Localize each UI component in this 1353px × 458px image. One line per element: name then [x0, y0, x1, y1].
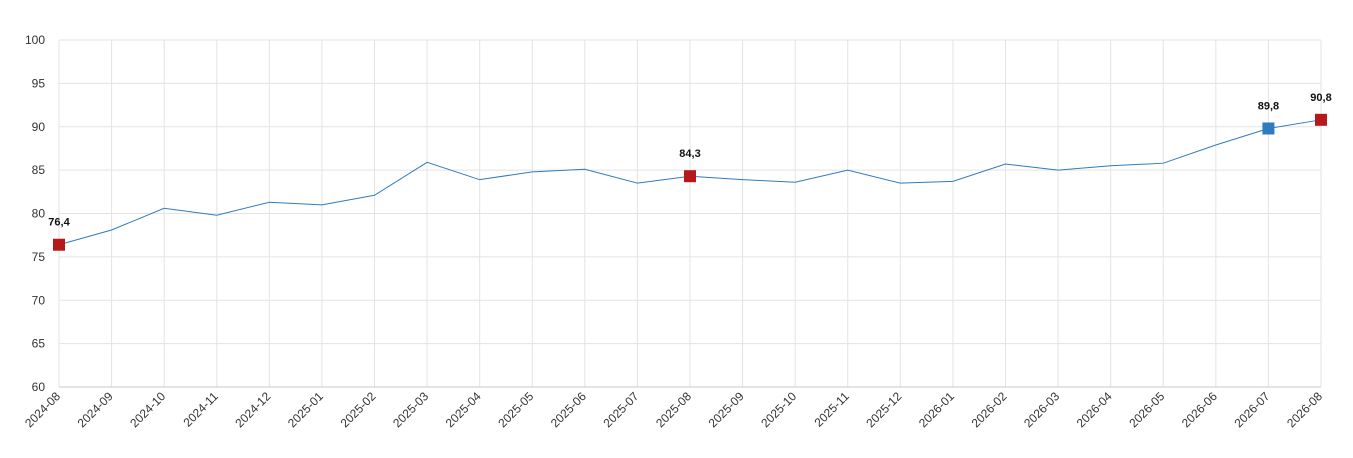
y-tick-label: 85 — [32, 163, 46, 177]
x-tick-label: 2026-06 — [1179, 389, 1220, 430]
highlight-marker — [1315, 113, 1327, 126]
x-tick-label: 2025-04 — [443, 389, 484, 430]
x-tick-label: 2026-08 — [1284, 389, 1325, 430]
data-label: 84,3 — [679, 148, 700, 160]
y-tick-label: 80 — [32, 207, 46, 221]
x-tick-label: 2025-10 — [758, 389, 799, 430]
data-label: 90,8 — [1310, 92, 1331, 104]
x-tick-label: 2025-06 — [548, 389, 589, 430]
x-tick-label: 2026-07 — [1231, 389, 1272, 430]
y-tick-label: 90 — [32, 120, 46, 134]
data-label: 89,8 — [1258, 100, 1279, 112]
y-tick-label: 60 — [32, 380, 46, 394]
x-tick-label: 2025-02 — [338, 389, 379, 430]
x-tick-label: 2025-09 — [706, 389, 747, 430]
x-tick-label: 2024-09 — [75, 389, 116, 430]
y-tick-label: 65 — [32, 337, 46, 351]
x-tick-label: 2026-04 — [1074, 389, 1115, 430]
x-tick-label: 2025-05 — [495, 389, 536, 430]
x-tick-labels: 2024-08 2024-09 2024-10 2024-11 2024-12 2025-… — [22, 389, 1325, 430]
y-tick-labels: 60 65 70 75 80 85 90 95 100 — [25, 33, 45, 394]
x-tick-label: 2025-07 — [600, 389, 641, 430]
x-tick-label: 2024-12 — [232, 389, 273, 430]
x-tick-label: 2025-08 — [653, 389, 694, 430]
y-tick-label: 95 — [32, 76, 46, 90]
x-tick-label: 2026-02 — [969, 389, 1010, 430]
x-tick-label: 2025-01 — [285, 389, 326, 430]
y-tick-label: 75 — [32, 250, 46, 264]
x-tick-label: 2025-11 — [811, 389, 852, 430]
highlight-marker — [1262, 122, 1275, 135]
x-gridlines — [58, 40, 1322, 387]
x-tick-label: 2024-08 — [22, 389, 63, 430]
data-label: 76,4 — [48, 217, 70, 229]
data-labels: 76,4 84,3 89,8 90,8 — [48, 92, 1331, 229]
highlight-marker — [684, 170, 696, 183]
x-tick-label: 2024-11 — [180, 389, 221, 430]
highlight-marker — [53, 238, 65, 251]
x-tick-label: 2026-01 — [916, 389, 957, 430]
x-tick-label: 2026-05 — [1126, 389, 1167, 430]
y-tick-label: 100 — [25, 33, 45, 47]
x-tick-label: 2025-12 — [863, 389, 904, 430]
y-tick-label: 70 — [32, 293, 46, 307]
x-tick-label: 2024-10 — [127, 389, 168, 430]
x-tick-label: 2026-03 — [1021, 389, 1062, 430]
x-tick-label: 2025-03 — [390, 389, 431, 430]
highlight-markers — [53, 113, 1327, 251]
